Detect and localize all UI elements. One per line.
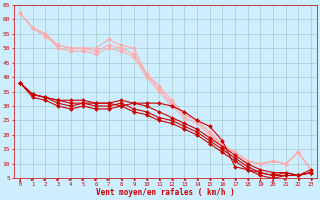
X-axis label: Vent moyen/en rafales ( km/h ): Vent moyen/en rafales ( km/h ) xyxy=(96,188,235,197)
